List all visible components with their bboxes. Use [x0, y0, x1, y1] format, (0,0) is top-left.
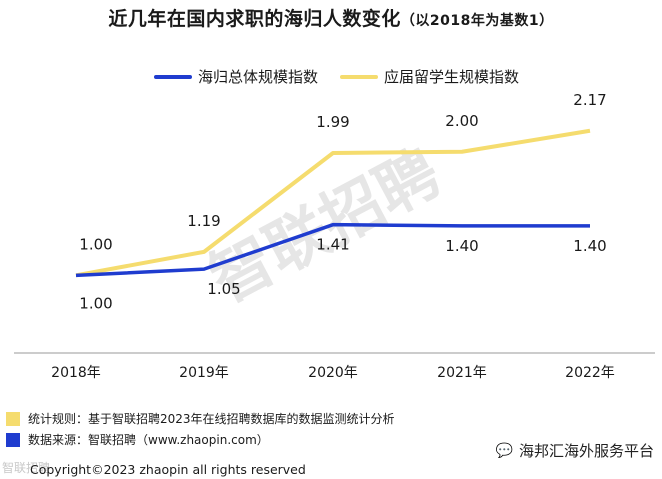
x-tick-label-3: 2021年	[437, 365, 487, 381]
series-line-total	[75, 222, 590, 278]
legend-item-total: 海归总体规模指数	[154, 66, 318, 87]
footnote-source: 数据来源：智联招聘（www.zhaopin.com）	[6, 431, 269, 448]
chart-title-sub: （以2018年为基数1）	[400, 13, 554, 29]
legend-swatch-total	[154, 74, 192, 79]
data-label-grad-1: 1.19	[187, 212, 220, 230]
chat-bubble-icon: 💬	[495, 442, 513, 459]
x-tick-labels: 2018年 2019年 2020年 2021年 2022年	[51, 365, 615, 381]
data-label-grad-4: 2.17	[573, 91, 606, 109]
x-tick-label-1: 2019年	[179, 365, 229, 381]
x-tick-label-2: 2020年	[308, 365, 358, 381]
data-label-grad-2: 1.99	[316, 113, 349, 131]
legend-label-total: 海归总体规模指数	[198, 68, 319, 86]
data-label-total-1: 1.05	[207, 280, 240, 298]
copyright-text: Copyright©2023 zhaopin all rights reserv…	[30, 462, 306, 477]
chart-legend: 海归总体规模指数 应届留学生规模指数	[154, 66, 541, 87]
data-label-total-3: 1.40	[445, 237, 478, 255]
data-labels: 1.00 1.19 1.99 2.00 2.17 1.00 1.05 1.41 1.40 1.40	[79, 91, 606, 313]
data-label-total-4: 1.40	[573, 237, 606, 255]
data-label-total-2: 1.41	[316, 236, 349, 254]
x-tick-label-4: 2022年	[565, 365, 615, 381]
legend-item-grad: 应届留学生规模指数	[340, 66, 519, 87]
footnote-rule-text: 统计规则：基于智联招聘2023年在线招聘数据库的数据监测统计分析	[28, 412, 395, 426]
data-label-grad-3: 2.00	[445, 112, 478, 130]
data-label-grad-0: 1.00	[79, 235, 112, 253]
series-lines	[75, 128, 591, 278]
footnote-rule: 统计规则：基于智联招聘2023年在线招聘数据库的数据监测统计分析	[6, 410, 395, 427]
footnote-swatch-blue	[6, 432, 20, 447]
chart-title-main: 近几年在国内求职的海归人数变化	[108, 8, 401, 30]
footnote-source-text: 数据来源：智联招聘（www.zhaopin.com）	[28, 433, 269, 447]
footnote-swatch-yellow	[6, 411, 20, 426]
corner-watermark: 智联招聘	[2, 461, 51, 475]
legend-label-grad: 应届留学生规模指数	[384, 68, 520, 86]
chart-title: 近几年在国内求职的海归人数变化（以2018年为基数1）	[0, 4, 662, 31]
legend-swatch-grad	[340, 74, 379, 79]
data-label-total-0: 1.00	[79, 294, 112, 312]
x-tick-label-0: 2018年	[51, 365, 101, 381]
account-attribution: 💬 海邦汇海外服务平台	[496, 440, 654, 461]
series-line-grad	[75, 128, 591, 278]
account-name: 海邦汇海外服务平台	[518, 442, 654, 460]
